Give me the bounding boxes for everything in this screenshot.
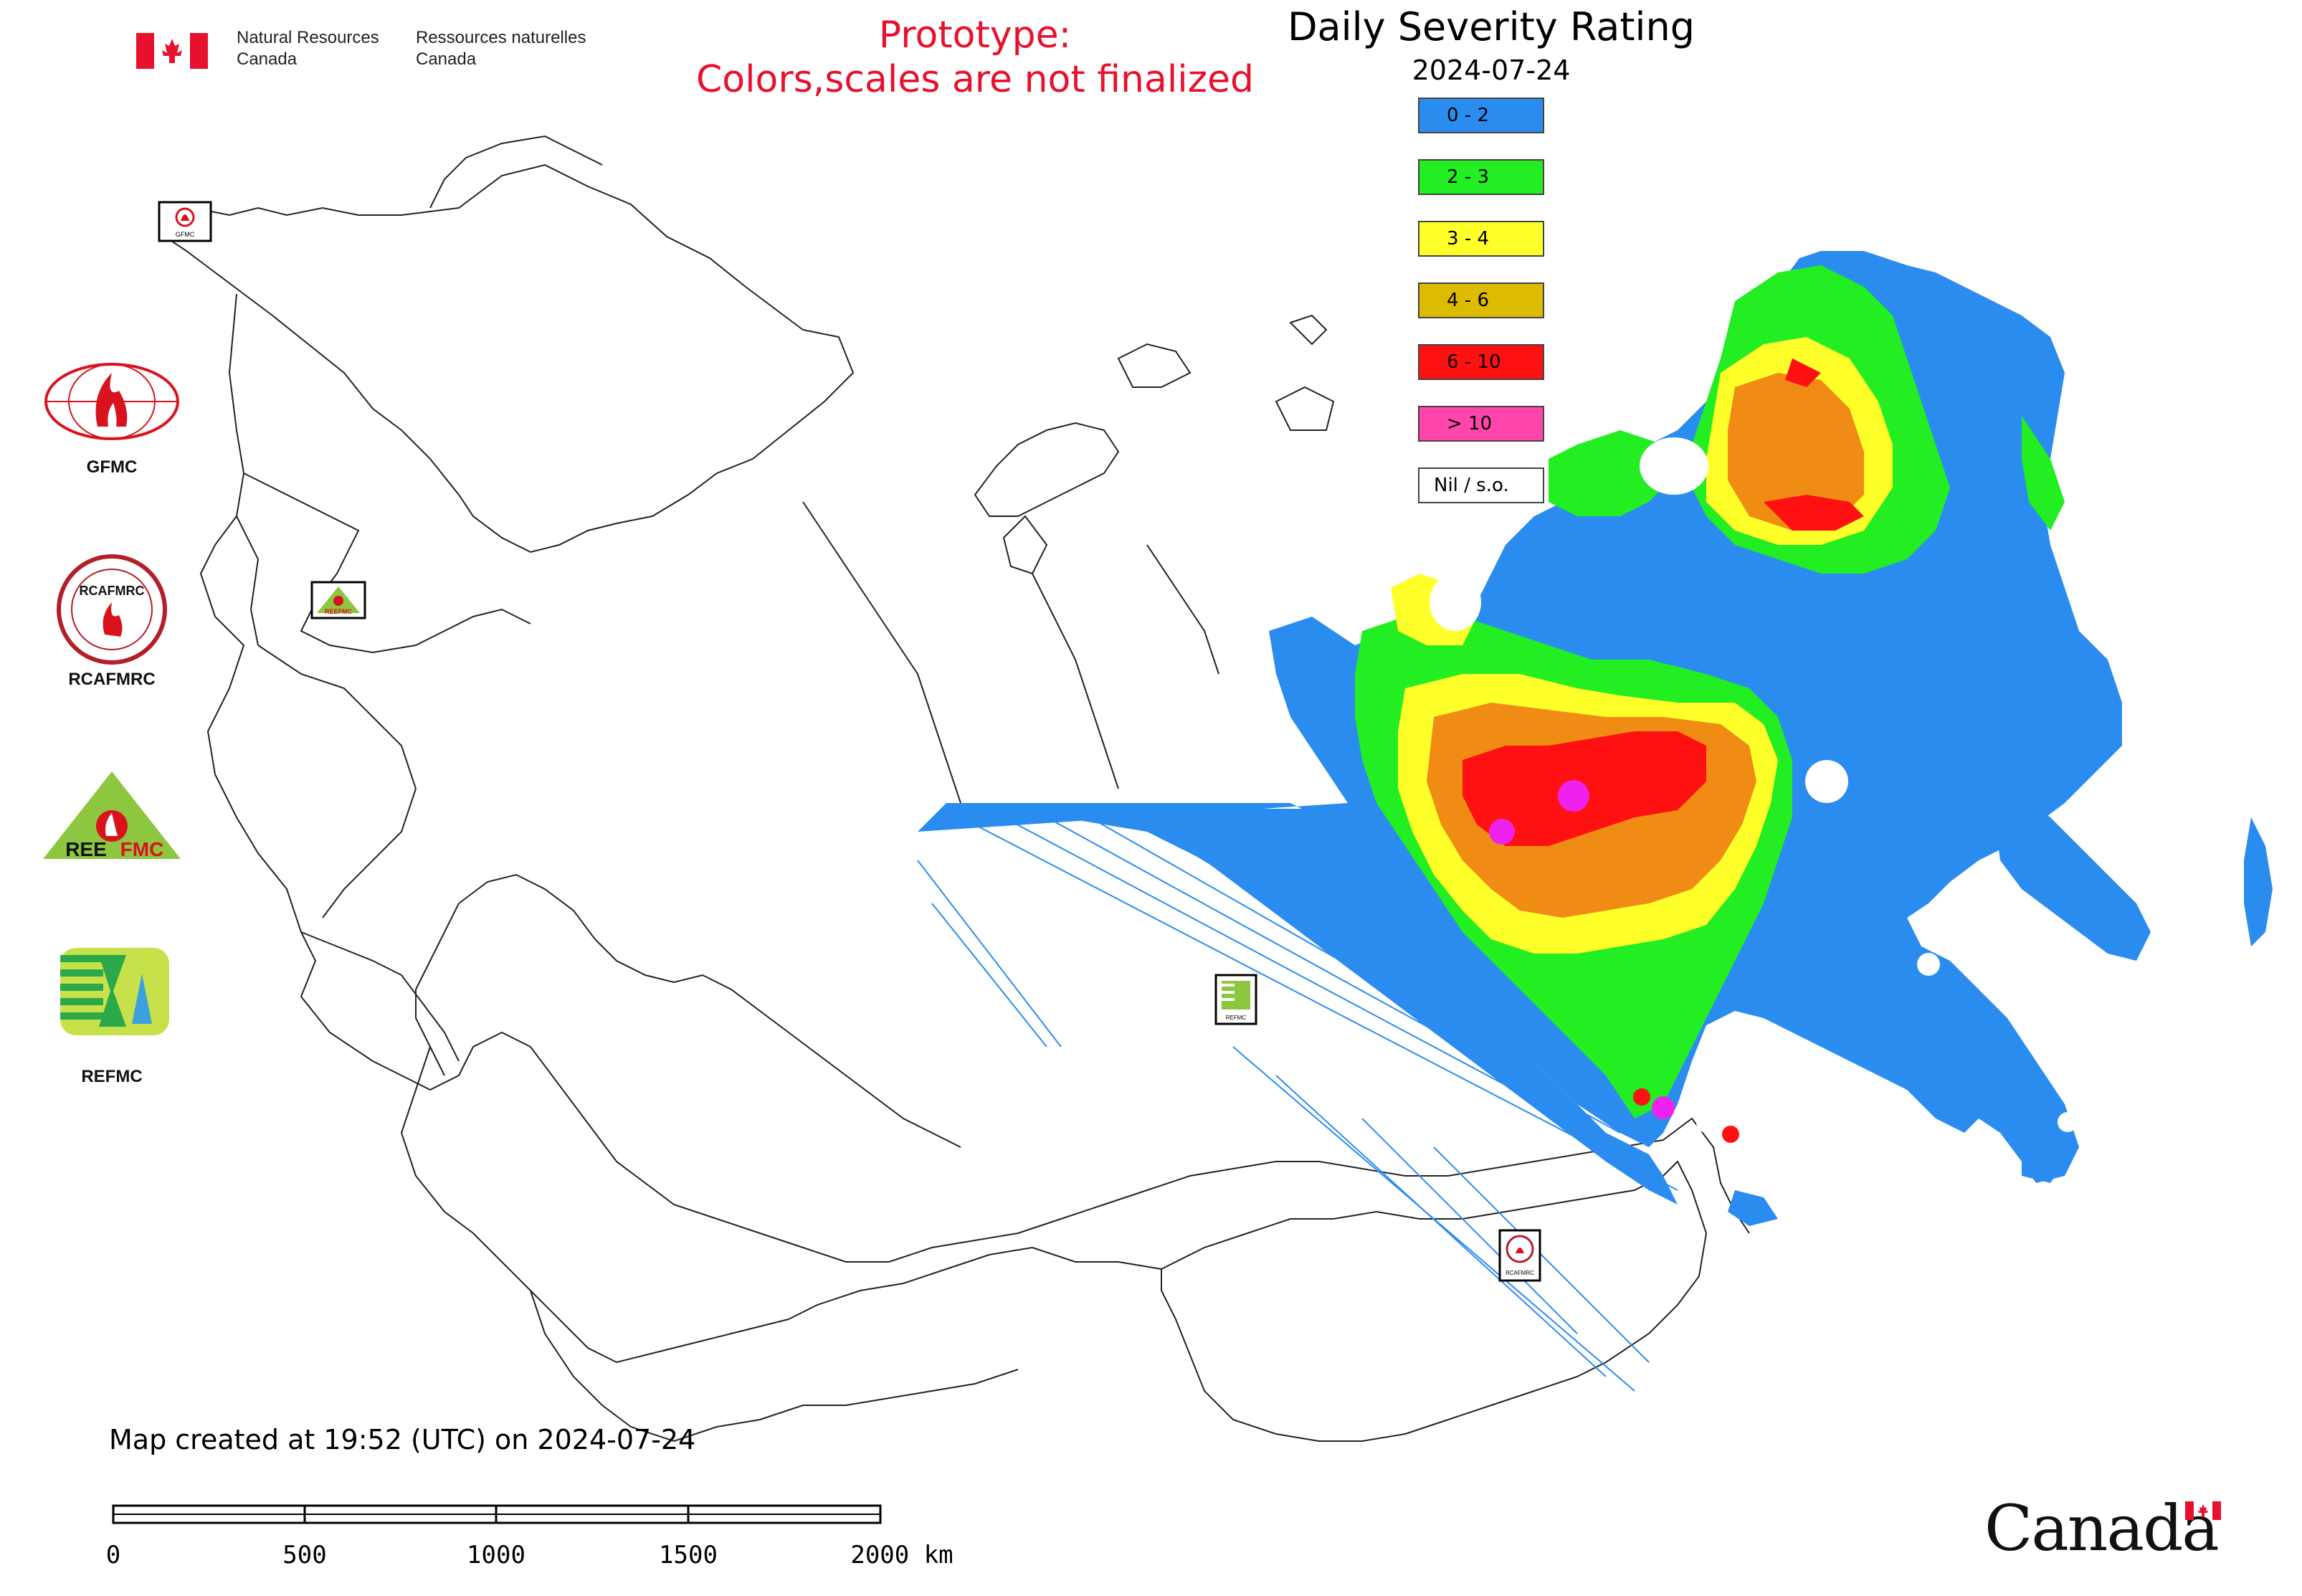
nrcan-signature: Natural Resources Canada Ressources natu… <box>136 27 609 77</box>
agency-name-fr: Ressources naturelles Canada <box>416 27 586 70</box>
legend-item: 6 - 10 <box>1418 344 1544 380</box>
wordmark-flag-icon <box>2185 1501 2221 1520</box>
canada-wordmark-text: Canada <box>1984 1491 2220 1565</box>
agency-name-en: Natural Resources Canada <box>237 27 379 70</box>
legend-item: 0 - 2 <box>1418 98 1544 133</box>
severity-raster <box>917 251 2273 1392</box>
agency-fr-line1: Ressources naturelles <box>416 28 586 47</box>
rcafmrc-inner-label: RCAFMRC <box>80 584 145 598</box>
refmc-logo <box>60 948 169 1035</box>
scale-tick-500: 500 <box>282 1541 326 1569</box>
legend-item: 3 - 4 <box>1418 221 1544 257</box>
prototype-notice: Prototype: Colors,scales are not finaliz… <box>645 13 1305 102</box>
refmc-label: REFMC <box>81 1067 143 1086</box>
scale-tick-1000: 1000 <box>467 1541 525 1569</box>
rcafmrc-logo: RCAFMRC <box>57 554 167 665</box>
canada-flag-icon <box>136 33 208 69</box>
svg-text:REFMC: REFMC <box>1226 1015 1247 1021</box>
scale-tick-1500: 1500 <box>659 1541 718 1569</box>
reefmc-logo-fmc: FMC <box>120 838 164 860</box>
reefmc-map-marker: REEFMC <box>310 581 366 619</box>
legend-item: > 10 <box>1418 406 1544 442</box>
gfmc-logo <box>44 363 179 440</box>
legend-item: Nil / s.o. <box>1418 467 1544 503</box>
country-boundaries <box>164 135 1750 1443</box>
reefmc-logo-ree: REE <box>65 838 107 860</box>
svg-text:REEFMC: REEFMC <box>325 608 353 615</box>
svg-text:RCAFMRC: RCAFMRC <box>1506 1270 1534 1276</box>
legend-date: 2024-07-24 <box>1412 54 1571 86</box>
agency-fr-line2: Canada <box>416 49 477 69</box>
scale-tick-0: 0 <box>108 1541 120 1569</box>
gfmc-map-marker: GFMC <box>158 201 212 242</box>
reefmc-logo: REE FMC <box>43 771 181 860</box>
refmc-map-marker: REFMC <box>1214 974 1257 1025</box>
rcafmrc-map-marker: RCAFMRC <box>1498 1229 1541 1282</box>
canada-wordmark: Canada <box>1984 1491 2228 1570</box>
gfmc-marker-label: GFMC <box>176 231 195 238</box>
legend-item: 4 - 6 <box>1418 282 1544 318</box>
rcafmrc-label: RCAFMRC <box>68 670 156 689</box>
legend-title: Daily Severity Rating <box>1287 4 1695 49</box>
legend-item: 2 - 3 <box>1418 159 1544 195</box>
prototype-line2: Colors,scales are not finalized <box>695 58 1255 101</box>
prototype-line1: Prototype: <box>878 14 1072 57</box>
agency-en-line2: Canada <box>237 49 298 69</box>
map-created-timestamp: Map created at 19:52 (UTC) on 2024-07-24 <box>109 1424 696 1455</box>
scale-tick-2000: 2000 km <box>850 1541 953 1569</box>
agency-en-line1: Natural Resources <box>237 28 379 47</box>
scale-bar: 0 500 1000 1500 2000 km <box>108 1504 953 1569</box>
gfmc-label: GFMC <box>86 457 138 477</box>
